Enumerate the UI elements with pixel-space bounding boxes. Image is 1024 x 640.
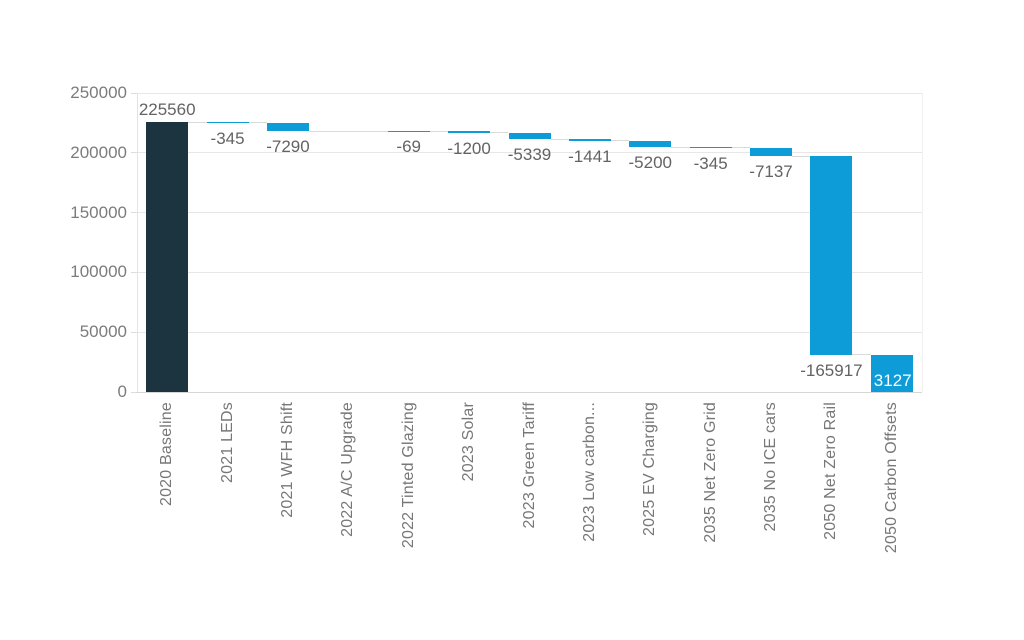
bar-value-label: -1200 [447,138,491,158]
y-axis-tick-label: 50000 [79,322,127,342]
x-axis-category-label: 2020 Baseline [158,402,176,507]
bar-value-label: -345 [693,153,728,173]
x-axis-category-label: 2021 LEDs [218,402,236,483]
waterfall-connector [610,140,630,142]
bar-value-label: -345 [210,128,245,148]
bar-value-label: 225560 [138,100,196,120]
bar-value-label: -1441 [568,146,612,166]
y-axis-tick-label: 250000 [70,83,127,102]
plot-border-left [137,93,138,392]
y-axis-tick [131,212,137,214]
y-axis-tick [131,271,137,273]
bar-value-label: 3127 [873,371,912,390]
bar-2023-solar [448,131,491,133]
x-axis-category-label: 2021 WFH Shift [278,402,296,518]
x-axis-category-label: 2022 Tinted Glazing [399,402,417,549]
x-axis-category-label: 2022 A/C Upgrade [339,402,357,537]
waterfall-connector [308,130,370,132]
bar-2023-low-carbon- [568,139,611,141]
x-axis-line [137,391,922,393]
x-axis-category-label: 2035 Net Zero Grid [701,402,719,543]
x-axis-category-label: 2035 No ICE cars [762,402,780,532]
x-axis-category-label: 2023 Low carbon... [580,402,598,542]
bar-value-label: -7290 [266,137,310,157]
x-axis-category-label: 2050 Net Zero Rail [822,402,840,540]
x-axis-category-label: 2025 EV Charging [641,402,659,536]
x-axis-category-label: 2023 Green Tariff [520,402,538,529]
gridline [137,212,922,214]
y-axis-tick [131,331,137,333]
waterfall-connector [550,138,569,140]
x-axis-category-label: 2023 Solar [460,402,478,482]
y-axis-tick-label: 200000 [70,142,127,162]
bar-value-label: -5339 [507,145,552,165]
gridline [137,331,922,333]
bar-2021-wfh-shift [266,122,309,132]
bar-value-label: -69 [396,137,421,157]
waterfall-connector [429,130,449,132]
bar-value-label: -7137 [749,162,793,182]
waterfall-connector [490,132,509,134]
bar-2050-carbon-offsets [870,354,913,392]
bar-2025-ev-charging [629,140,672,148]
gridline [137,92,922,94]
waterfall-connector [731,147,751,149]
waterfall-connector [852,354,871,356]
bar-2050-net-zero-rail [810,156,853,355]
gridline [137,152,922,154]
y-axis-tick [131,92,137,94]
y-axis-tick-label: 100000 [70,262,127,282]
waterfall-connector [792,155,811,157]
y-axis-tick [131,152,137,154]
y-axis-tick [131,391,137,393]
bar-2035-no-ice-cars [750,147,793,157]
bar-2023-green-tariff [508,132,551,140]
bar-value-label: -5200 [628,153,672,173]
plot-border-right [922,93,923,392]
y-axis-tick-label: 0 [117,382,127,401]
bar-value-label: -165917 [800,360,863,380]
y-axis-tick-label: 150000 [70,202,127,222]
bar-2020-baseline [146,122,189,392]
x-axis-category-label: 2050 Carbon Offsets [882,402,900,554]
waterfall-connector [248,122,267,124]
gridline [137,271,922,273]
